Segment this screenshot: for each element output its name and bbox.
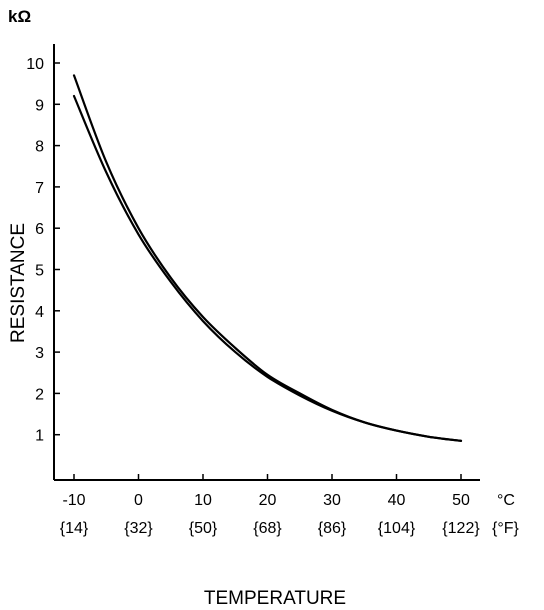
y-tick-label: 4 (35, 304, 44, 321)
x-tick-label-fahrenheit: {86} (318, 520, 347, 537)
x-ticks: -10 {14} 0 {32} 10 {50} 20 {68} 30 {86} 40 {104} 50 {… (60, 474, 480, 537)
x-tick-label-fahrenheit: {32} (124, 520, 153, 537)
series-line-1 (72, 74, 463, 442)
y-tick-label: 7 (35, 180, 44, 197)
x-tick-label-fahrenheit: {50} (189, 520, 218, 537)
x-tick-label-celsius: 0 (134, 492, 143, 509)
x-unit-fahrenheit: {°F} (492, 520, 520, 537)
series-line-2 (72, 94, 463, 442)
x-tick-label-celsius: 50 (452, 492, 470, 509)
x-tick-label-celsius: 20 (259, 492, 277, 509)
y-tick-label: 2 (35, 386, 44, 403)
y-ticks: 1 2 3 4 5 6 7 8 9 10 (26, 56, 60, 445)
y-tick-label: 8 (35, 139, 44, 156)
y-unit-label: kΩ (8, 7, 31, 26)
y-axis-title: RESISTANCE (8, 223, 29, 343)
x-tick-label-celsius: 10 (194, 492, 212, 509)
x-tick-label-fahrenheit: {68} (253, 520, 282, 537)
x-tick-label-fahrenheit: {14} (60, 520, 89, 537)
y-tick-label: 1 (35, 428, 44, 445)
y-tick-label: 6 (35, 221, 44, 238)
x-tick-label-fahrenheit: {104} (378, 520, 416, 537)
x-tick-label-celsius: 40 (388, 492, 406, 509)
x-tick-label-fahrenheit: {122} (442, 520, 480, 537)
y-tick-label: 10 (26, 56, 44, 73)
data-series (72, 74, 463, 442)
y-tick-label: 9 (35, 97, 44, 114)
y-tick-label: 5 (35, 263, 44, 280)
x-tick-label-celsius: -10 (62, 492, 85, 509)
x-unit-celsius: °C (497, 492, 515, 509)
y-tick-label: 3 (35, 345, 44, 362)
x-tick-label-celsius: 30 (323, 492, 341, 509)
x-axis-title: TEMPERATURE (204, 588, 346, 609)
